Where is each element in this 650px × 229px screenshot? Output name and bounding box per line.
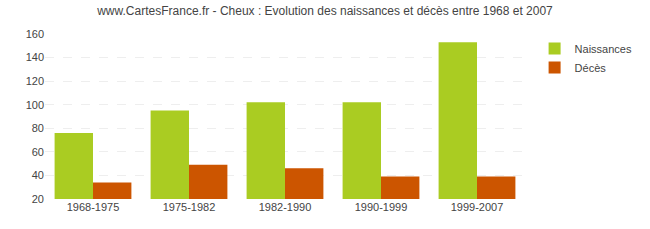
svg-text:1982-1990: 1982-1990 bbox=[259, 201, 312, 213]
svg-text:20: 20 bbox=[32, 193, 44, 205]
svg-text:140: 140 bbox=[26, 51, 44, 63]
svg-text:1968-1975: 1968-1975 bbox=[67, 201, 120, 213]
svg-text:1975-1982: 1975-1982 bbox=[163, 201, 216, 213]
svg-text:1999-2007: 1999-2007 bbox=[451, 201, 504, 213]
svg-text:160: 160 bbox=[26, 28, 44, 40]
svg-text:100: 100 bbox=[26, 99, 44, 111]
svg-text:1990-1999: 1990-1999 bbox=[355, 201, 408, 213]
svg-text:Naissances: Naissances bbox=[575, 43, 632, 55]
svg-text:60: 60 bbox=[32, 146, 44, 158]
svg-text:120: 120 bbox=[26, 75, 44, 87]
svg-text:80: 80 bbox=[32, 122, 44, 134]
svg-text:Décès: Décès bbox=[575, 62, 607, 74]
svg-text:www.CartesFrance.fr - Cheux :: www.CartesFrance.fr - Cheux : Evolution … bbox=[96, 4, 553, 18]
svg-text:40: 40 bbox=[32, 169, 44, 181]
